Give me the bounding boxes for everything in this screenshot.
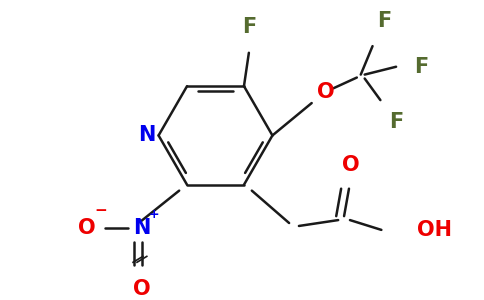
Text: OH: OH	[417, 220, 452, 240]
Text: O: O	[317, 82, 334, 102]
Text: N: N	[138, 125, 155, 146]
Text: O: O	[342, 155, 360, 175]
Text: +: +	[149, 208, 159, 221]
Text: −: −	[94, 203, 107, 218]
Text: F: F	[377, 11, 392, 31]
Text: F: F	[414, 57, 429, 77]
Text: F: F	[242, 17, 256, 37]
Text: N: N	[133, 218, 151, 238]
Text: O: O	[78, 218, 96, 238]
Text: O: O	[133, 279, 151, 299]
Text: F: F	[389, 112, 403, 132]
